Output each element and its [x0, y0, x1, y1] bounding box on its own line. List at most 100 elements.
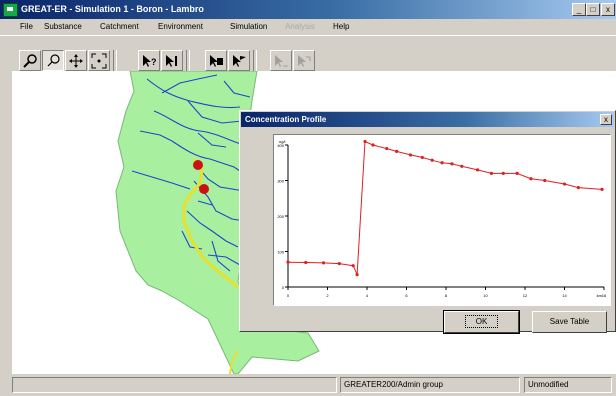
map-marker[interactable]	[193, 160, 203, 170]
data-point	[286, 260, 290, 264]
x-tick-label: 2	[326, 293, 329, 298]
menu-bar: File Substance Catchment Environment Sim…	[0, 19, 616, 35]
zoom-in-icon	[23, 54, 37, 68]
toolbar: ?	[0, 35, 616, 72]
selected-river-path	[182, 158, 239, 289]
x-tick-label: 16	[602, 293, 607, 298]
maximize-button[interactable]: □	[586, 3, 600, 16]
flag-icon	[233, 55, 246, 67]
menu-simulation[interactable]: Simulation	[230, 22, 268, 31]
x-tick-label: 8	[445, 293, 448, 298]
menu-help[interactable]: Help	[333, 22, 350, 31]
save-table-label: Save Table	[549, 317, 590, 326]
data-point	[351, 264, 355, 268]
x-tick-label: 10	[483, 293, 488, 298]
x-axis-label: km	[597, 293, 603, 298]
dialog-title-bar[interactable]: Concentration Profile x	[241, 112, 614, 127]
x-tick-label: 4	[366, 293, 369, 298]
menu-substance[interactable]: Substance	[44, 22, 82, 31]
dialog-title: Concentration Profile	[245, 115, 327, 124]
pan-icon	[69, 54, 83, 68]
data-point	[408, 153, 413, 157]
x-tick-label: 6	[405, 293, 408, 298]
y-tick-label: 100	[277, 250, 284, 255]
profile-export-icon	[298, 55, 311, 67]
flag-button[interactable]	[228, 50, 250, 71]
status-bar: GREATER200/Admin group Unmodified	[0, 374, 616, 396]
data-point	[355, 272, 359, 277]
status-panel-main	[12, 377, 337, 393]
window-title: GREAT-ER - Simulation 1 - Boron - Lambro	[21, 4, 204, 14]
save-table-button[interactable]: Save Table	[532, 311, 607, 333]
menu-environment[interactable]: Environment	[158, 22, 203, 31]
dialog-close-button[interactable]: x	[600, 114, 612, 125]
y-tick-label: 300	[277, 179, 284, 184]
full-extent-icon	[91, 53, 107, 69]
data-point	[515, 171, 519, 175]
zoom-out-button[interactable]	[42, 50, 64, 71]
identify-river-button[interactable]	[161, 50, 183, 71]
ok-button[interactable]: OK	[443, 310, 520, 334]
concentration-profile-dialog: Concentration Profile x 0 100 200 300 400 0 2 4…	[239, 110, 616, 334]
full-extent-button[interactable]	[88, 50, 110, 71]
zoom-in-button[interactable]	[19, 50, 41, 71]
y-tick-label: 400	[277, 143, 284, 148]
identify-river-icon	[166, 55, 177, 67]
svg-text:?: ?	[151, 57, 157, 67]
y-tick-label: 0	[282, 285, 285, 290]
profile-chart-button[interactable]	[270, 50, 292, 71]
data-point	[304, 260, 308, 265]
data-point	[337, 261, 341, 266]
lower-river	[229, 350, 239, 374]
pan-button[interactable]	[65, 50, 87, 71]
y-tick-label: 200	[277, 214, 284, 219]
status-panel-group: GREATER200/Admin group	[340, 377, 520, 393]
map-layers-button[interactable]	[205, 50, 227, 71]
data-point	[489, 171, 494, 175]
zoom-out-icon	[47, 54, 60, 67]
river-network	[131, 74, 251, 272]
query-info-icon: ?	[143, 55, 157, 67]
data-point	[600, 187, 604, 191]
data-point	[450, 162, 454, 166]
concentration-chart: 0 100 200 300 400 0 2 4 6 8 10 12 14 16 ug/l km	[273, 134, 611, 306]
toolbar-separator	[186, 50, 190, 71]
query-info-button[interactable]: ?	[138, 50, 160, 71]
data-point	[371, 143, 375, 147]
data-point	[501, 171, 505, 175]
data-point	[430, 158, 434, 162]
data-point	[460, 164, 464, 168]
y-axis-label: ug/l	[279, 139, 286, 144]
toolbar-separator	[113, 50, 117, 71]
menu-analysis[interactable]: Analysis	[285, 22, 315, 31]
toolbar-separator	[253, 50, 257, 71]
map-layers-icon	[210, 55, 223, 67]
data-point	[420, 155, 424, 160]
data-point	[363, 139, 367, 144]
data-point	[395, 149, 399, 153]
data-point	[385, 146, 389, 151]
data-point	[562, 182, 567, 186]
catchment-map[interactable]	[12, 71, 616, 374]
x-tick-label: 12	[523, 293, 528, 298]
profile-export-button[interactable]	[293, 50, 315, 71]
data-point	[543, 178, 547, 183]
close-button[interactable]: x	[601, 3, 615, 16]
series-line	[287, 140, 603, 275]
status-panel-state: Unmodified	[524, 377, 612, 393]
menu-file[interactable]: File	[20, 22, 33, 31]
x-tick-label: 14	[562, 293, 567, 298]
app-icon[interactable]	[3, 3, 18, 17]
data-point	[321, 261, 326, 265]
ok-button-label: OK	[464, 315, 499, 328]
data-point	[476, 168, 480, 172]
data-point	[576, 186, 580, 190]
data-point	[529, 177, 533, 181]
minimize-button[interactable]: _	[572, 3, 586, 16]
map-marker[interactable]	[199, 184, 209, 194]
profile-chart-icon	[275, 55, 288, 67]
menu-catchment[interactable]: Catchment	[100, 22, 139, 31]
data-point	[440, 161, 444, 165]
title-bar: GREAT-ER - Simulation 1 - Boron - Lambro…	[0, 0, 616, 19]
chart-canvas: 0 100 200 300 400 0 2 4 6 8 10 12 14 16 ug/l km	[277, 139, 607, 298]
